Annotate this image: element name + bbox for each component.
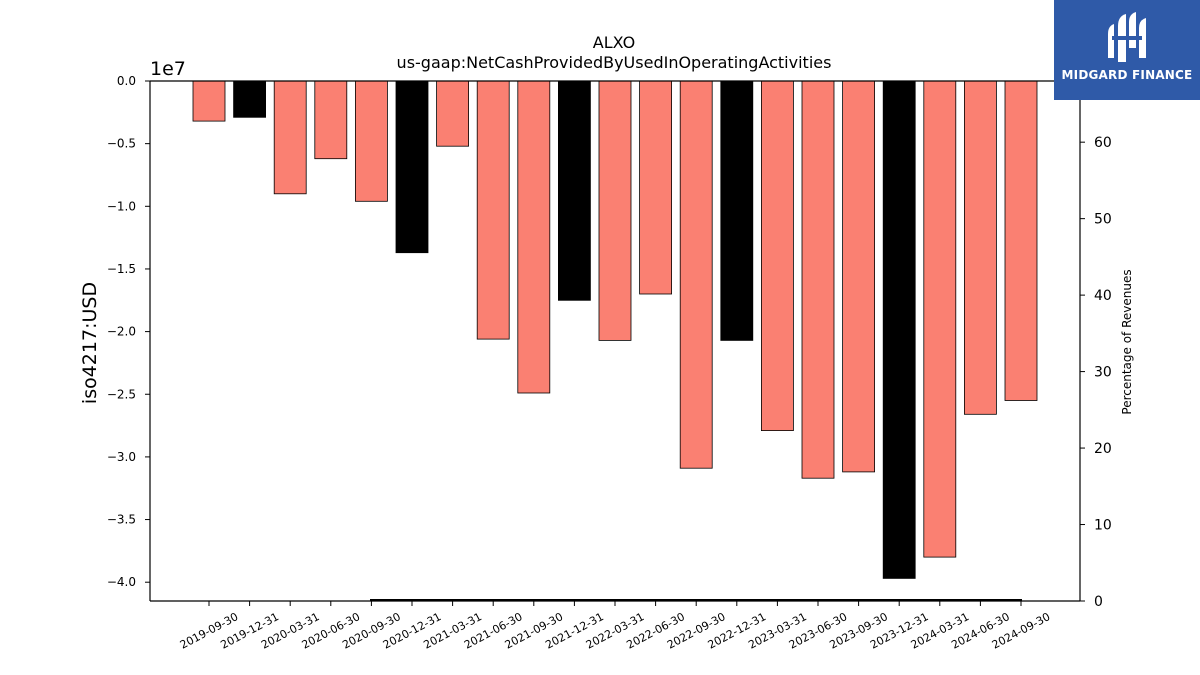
bar-2022-06-30 (639, 80, 672, 295)
y-tick-label: −3.5 (107, 513, 136, 527)
bar-2021-06-30 (476, 80, 510, 340)
bar-2023-03-31 (761, 80, 794, 432)
y2-tick-label: 40 (1094, 288, 1112, 304)
bar-2022-09-30 (679, 80, 713, 469)
bar-2022-03-31 (598, 80, 632, 341)
midgard-finance-logo: MIDGARD FINANCE (1054, 0, 1200, 100)
bar-2024-03-31 (923, 80, 957, 558)
bar-2023-06-30 (801, 80, 835, 479)
bar-2019-09-30 (192, 80, 226, 122)
y-tick-label: −0.5 (107, 137, 136, 151)
bar-2024-06-30 (964, 80, 997, 415)
y-tick-label: −1.0 (107, 199, 136, 213)
y2-tick-label: 30 (1094, 365, 1112, 381)
bar-2021-03-31 (436, 80, 470, 147)
y2-tick-label: 20 (1094, 441, 1112, 457)
bar-2020-09-30 (354, 80, 388, 202)
bar-2019-12-31 (233, 80, 267, 118)
bar-2020-12-31 (395, 80, 429, 254)
bar-2023-09-30 (842, 80, 875, 473)
y2-tick-label: 50 (1094, 212, 1112, 228)
y-axis-label: iso4217:USD (79, 282, 101, 404)
y2-tick-label: 10 (1094, 518, 1112, 534)
y-offset-label: 1e7 (150, 58, 186, 80)
y2-tick-label: 0 (1094, 594, 1103, 610)
bar-2023-12-31 (882, 80, 916, 579)
logo-text: MIDGARD FINANCE (1061, 68, 1193, 82)
y2-axis-label: Percentage of Revenues (1120, 269, 1134, 414)
y-tick-label: −2.5 (107, 387, 136, 401)
midgard-logo-icon (1108, 12, 1146, 62)
bar-2021-09-30 (517, 80, 551, 394)
bar-2021-12-31 (558, 80, 591, 301)
y-tick-label: 0.0 (117, 74, 136, 88)
bar-2020-06-30 (314, 80, 348, 160)
y2-tick-label: 60 (1094, 135, 1112, 151)
bar-2022-12-31 (720, 80, 754, 341)
chart-subtitle: us-gaap:NetCashProvidedByUsedInOperating… (397, 53, 832, 72)
chart-title: ALXO (593, 33, 635, 52)
y-tick-label: −2.0 (107, 325, 136, 339)
y-tick-label: −4.0 (107, 575, 136, 589)
bar-2024-09-30 (1004, 80, 1038, 401)
bar-2020-03-31 (273, 80, 307, 195)
y-tick-label: −3.0 (107, 450, 136, 464)
y-tick-label: −1.5 (107, 262, 136, 276)
